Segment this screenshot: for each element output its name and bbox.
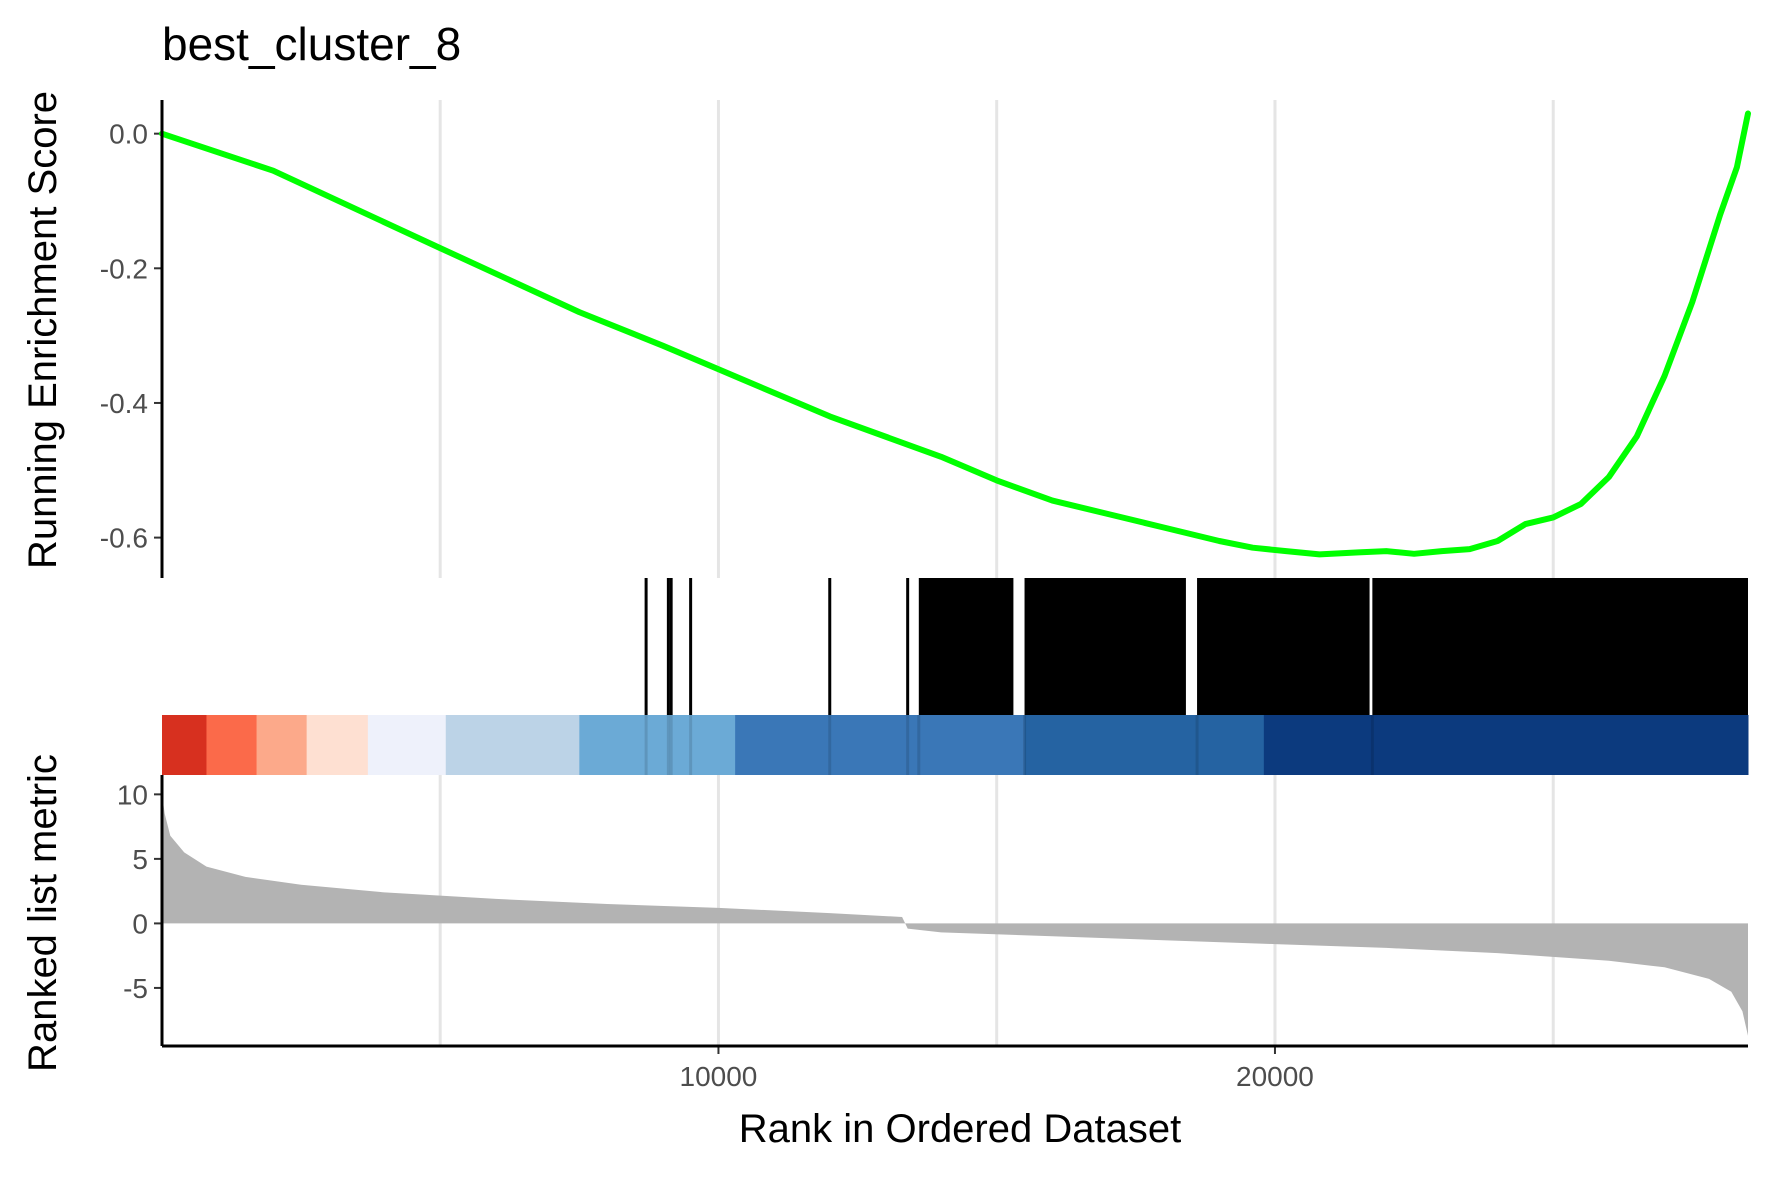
band-segment: [256, 715, 308, 775]
ranked-metric-panel: 10 5 0 -5 10000 20000: [117, 775, 1748, 1092]
y-tick-label-metric: 0: [132, 908, 148, 939]
hit-cluster: [1372, 578, 1748, 715]
chart-title: best_cluster_8: [162, 18, 461, 70]
band-segment: [367, 715, 447, 775]
y-tick-label-metric: 10: [117, 779, 148, 810]
band-segment: [206, 715, 258, 775]
band-segment: [1263, 715, 1749, 775]
hit-cluster: [1024, 578, 1186, 715]
hit-cluster: [918, 578, 1014, 715]
rank-color-band: [162, 715, 1749, 775]
y-tick-label-metric: -5: [123, 973, 148, 1004]
x-axis-title: Rank in Ordered Dataset: [739, 1107, 1181, 1151]
series-running-enrichment-line: [159, 110, 1751, 558]
running-enrichment-panel: 0.0 -0.2 -0.4 -0.6: [100, 100, 1751, 578]
x-tick-label: 20000: [1236, 1061, 1314, 1092]
series-ranked-metric-area: [162, 794, 1748, 1036]
y-axis-title-es: Running Enrichment Score: [21, 91, 65, 569]
y-tick-label-es: 0.0: [109, 119, 148, 150]
band-segment: [579, 715, 736, 775]
band-segment: [162, 715, 207, 775]
y-tick-label-es: -0.6: [100, 523, 148, 554]
x-tick-label: 10000: [680, 1061, 758, 1092]
hit-cluster: [1197, 578, 1370, 715]
y-tick-label-es: -0.2: [100, 253, 148, 284]
band-segment: [306, 715, 369, 775]
band-segment: [445, 715, 580, 775]
y-axis-title-metric: Ranked list metric: [21, 754, 65, 1072]
hits-barcode-panel: [644, 578, 1748, 715]
band-segment: [1024, 715, 1265, 775]
band-segment: [735, 715, 1026, 775]
y-tick-label-metric: 5: [132, 844, 148, 875]
y-tick-label-es: -0.4: [100, 388, 148, 419]
